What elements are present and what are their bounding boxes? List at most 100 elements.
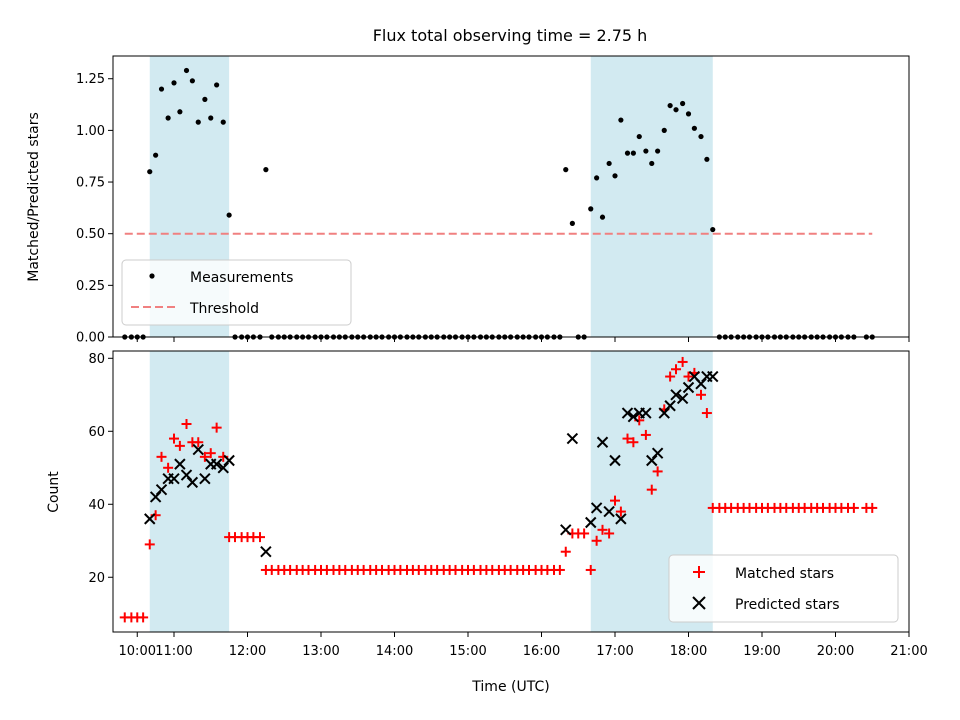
predicted-star-point bbox=[707, 370, 719, 383]
predicted-star-point bbox=[603, 505, 615, 518]
measurement-point bbox=[661, 127, 667, 133]
measurement-point bbox=[618, 117, 624, 123]
matched-star-point bbox=[211, 422, 222, 433]
bottom-y-axis-label: Count bbox=[46, 471, 62, 513]
measurement-point bbox=[183, 67, 190, 74]
bottom-y-tick-label: 60 bbox=[88, 425, 105, 440]
matched-star-point bbox=[640, 429, 651, 440]
matched-star-point bbox=[671, 364, 682, 375]
measurement-point bbox=[158, 86, 165, 92]
measurement-point bbox=[655, 148, 661, 154]
bottom-shaded-window bbox=[149, 351, 230, 632]
x-tick-label: 13:00 bbox=[302, 644, 339, 659]
bottom-y-axis: 20 40 60 80 bbox=[88, 352, 113, 586]
matched-star-point bbox=[867, 502, 878, 513]
matched-star-point bbox=[163, 462, 174, 473]
x-tick-label: 10:00 bbox=[119, 644, 156, 659]
matched-star-point bbox=[622, 433, 633, 444]
predicted-star-point bbox=[560, 524, 572, 536]
measurement-point bbox=[606, 160, 612, 167]
top-y-tick-label: 1.00 bbox=[76, 124, 105, 139]
predicted-star-point bbox=[149, 491, 162, 503]
measurement-point bbox=[680, 100, 686, 107]
measurement-point bbox=[563, 167, 569, 173]
matched-star-point bbox=[193, 437, 204, 448]
measurement-point bbox=[171, 80, 177, 86]
measurement-point bbox=[649, 160, 655, 167]
top-y-tick-label: 0.25 bbox=[76, 279, 105, 294]
predicted-star-point bbox=[192, 443, 204, 456]
measurement-point bbox=[189, 78, 195, 84]
predicted-star-point bbox=[199, 473, 211, 485]
predicted-star-point bbox=[590, 502, 603, 514]
predicted-star-point bbox=[217, 462, 229, 474]
matched-star-point bbox=[597, 524, 608, 535]
top-y-tick-label: 0.50 bbox=[76, 227, 105, 242]
predicted-stars-series bbox=[144, 370, 719, 558]
matched-star-point bbox=[652, 466, 663, 477]
x-tick-label: 16:00 bbox=[523, 644, 560, 659]
matched-star-point bbox=[254, 532, 265, 543]
predicted-star-point bbox=[168, 473, 180, 485]
legend-measurements-marker bbox=[149, 273, 155, 279]
matched-star-point bbox=[585, 564, 596, 575]
matched-star-point bbox=[591, 535, 602, 546]
matched-star-point bbox=[628, 437, 639, 448]
x-axis-label: Time (UTC) bbox=[471, 679, 549, 695]
measurement-point bbox=[612, 173, 618, 179]
measurement-point bbox=[208, 115, 214, 121]
predicted-star-point bbox=[640, 407, 652, 419]
matched-star-point bbox=[695, 389, 706, 400]
legend-predicted-label: Predicted stars bbox=[735, 597, 840, 613]
measurement-point bbox=[569, 220, 575, 226]
bottom-x-axis: 10:00 11:00 12:00 13:00 14:00 15:00 16:00 17:00… bbox=[119, 632, 928, 659]
top-y-axis: 0.00 0.25 0.50 0.75 1.00 1.25 bbox=[76, 72, 113, 346]
top-y-tick-label: 1.25 bbox=[76, 72, 105, 87]
top-observing-windows bbox=[149, 56, 713, 337]
measurement-point bbox=[667, 102, 673, 109]
matched-star-point bbox=[615, 506, 626, 517]
top-y-axis-label: Matched/Predicted stars bbox=[26, 112, 42, 282]
predicted-star-point bbox=[223, 454, 235, 467]
legend-matched-label: Matched stars bbox=[735, 566, 834, 582]
predicted-star-point bbox=[260, 546, 272, 558]
matched-stars-series bbox=[119, 356, 878, 623]
predicted-star-point bbox=[670, 389, 682, 401]
matched-star-point bbox=[610, 495, 621, 506]
bottom-y-tick-label: 80 bbox=[88, 352, 105, 367]
x-tick-label: 21:00 bbox=[890, 644, 927, 659]
top-legend: Measurements Threshold bbox=[121, 259, 352, 326]
predicted-star-point bbox=[609, 454, 621, 467]
matched-star-point bbox=[138, 612, 149, 623]
measurement-point bbox=[698, 133, 704, 140]
predicted-star-point bbox=[585, 516, 597, 529]
x-tick-label: 19:00 bbox=[743, 644, 780, 659]
measurement-point bbox=[214, 82, 220, 88]
predicted-star-point bbox=[664, 400, 676, 412]
measurement-point bbox=[195, 119, 201, 125]
predicted-star-point bbox=[676, 392, 689, 405]
x-tick-label: 14:00 bbox=[376, 644, 413, 659]
measurement-point bbox=[599, 214, 606, 220]
measurement-point bbox=[691, 125, 697, 131]
legend-predicted-marker bbox=[692, 596, 706, 610]
measurement-point bbox=[202, 96, 208, 102]
predicted-star-point bbox=[596, 436, 609, 448]
matched-star-point bbox=[683, 371, 694, 382]
predicted-star-point bbox=[627, 410, 640, 423]
matched-star-point bbox=[169, 433, 180, 444]
matched-star-point bbox=[144, 539, 155, 550]
matched-star-point bbox=[560, 546, 571, 557]
matched-star-point bbox=[199, 451, 210, 462]
chart-title: Flux total observing time = 2.75 h bbox=[373, 26, 648, 45]
matched-star-point bbox=[156, 451, 167, 462]
top-y-tick-label: 0.75 bbox=[76, 176, 105, 191]
predicted-star-point bbox=[186, 476, 199, 489]
legend-measurements-label: Measurements bbox=[190, 270, 293, 286]
matched-star-point bbox=[181, 418, 192, 429]
measurement-point bbox=[636, 133, 642, 140]
bottom-axes-frame bbox=[112, 350, 910, 633]
matched-star-point bbox=[848, 502, 859, 513]
measurement-point bbox=[704, 156, 710, 162]
